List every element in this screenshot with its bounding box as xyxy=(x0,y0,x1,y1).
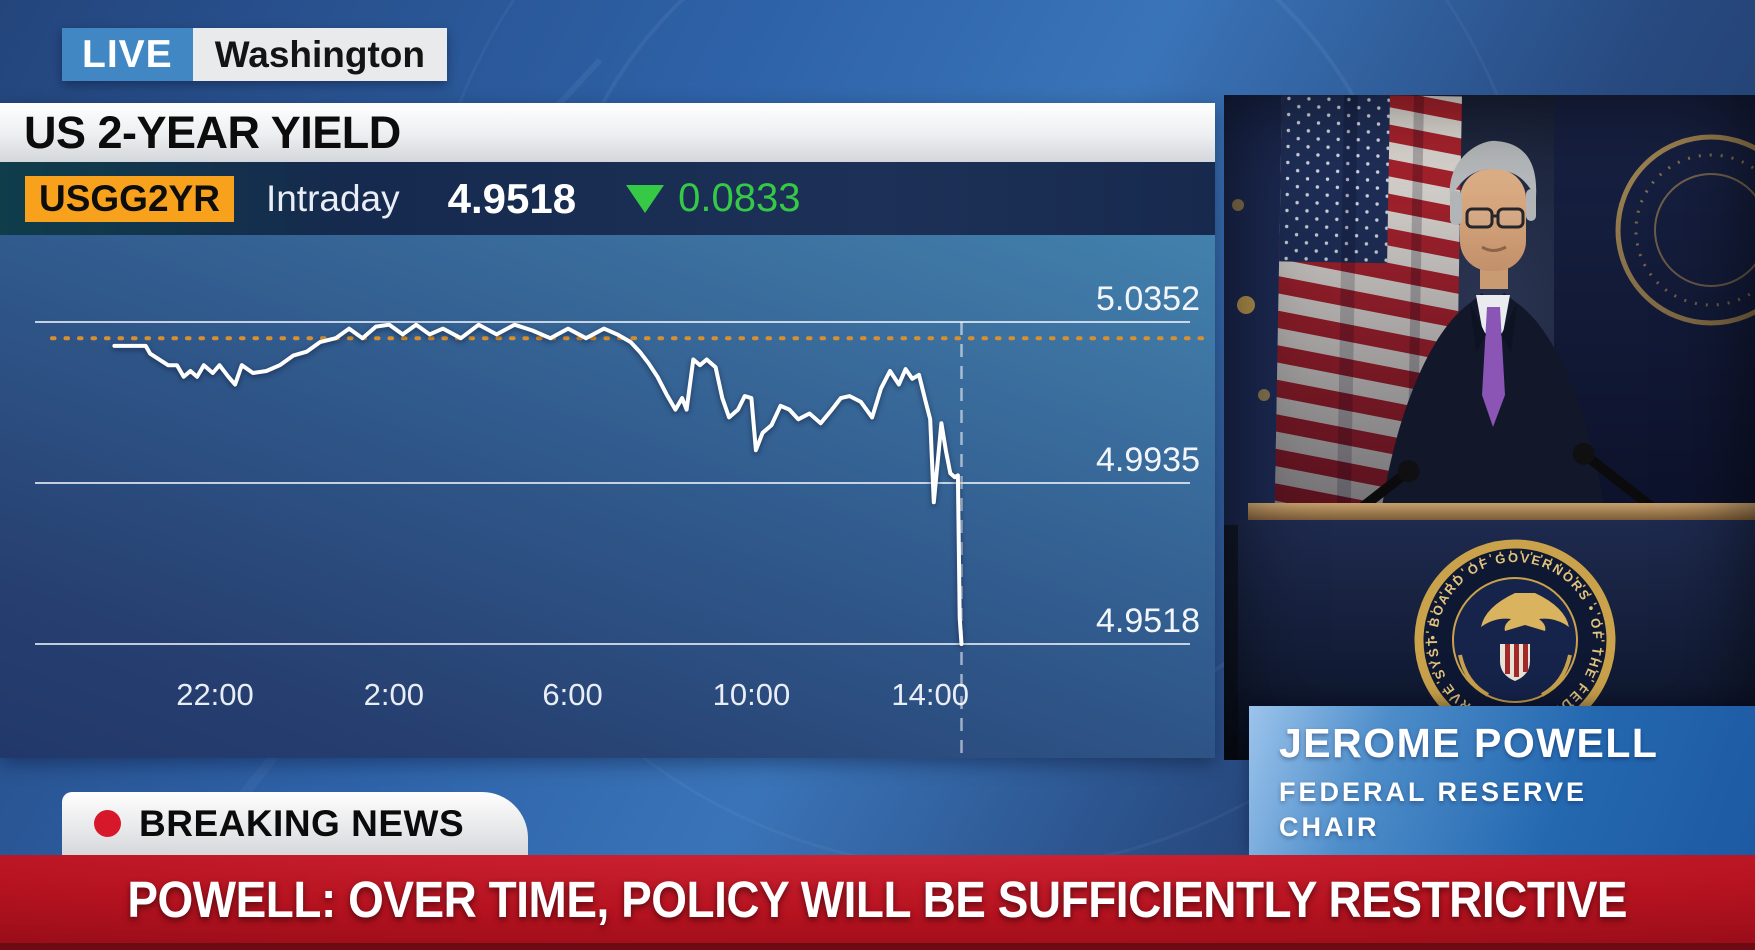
chart-plot-area: 5.0352 4.9935 4.9518 22:00 2:00 6:00 10:00 14:0… xyxy=(0,235,1215,758)
change-group: 0.0833 xyxy=(626,176,800,221)
intraday-yield-chart: 5.0352 4.9935 4.9518 22:00 2:00 6:00 10:00 14:0… xyxy=(35,280,1207,755)
chart-title: US 2-YEAR YIELD xyxy=(24,106,401,158)
seal-eagle xyxy=(1481,593,1569,631)
yield-line-series xyxy=(112,322,964,646)
glasses-right-lens xyxy=(1496,207,1525,229)
down-arrow-icon xyxy=(626,184,665,213)
mouth xyxy=(1481,245,1507,252)
powell-scene: • BOARD OF GOVERNORS • OF THE FEDERAL RE… xyxy=(1224,95,1755,760)
chart-panel: US 2-YEAR YIELD USGG2YR Intraday 4.9518 … xyxy=(0,103,1215,758)
purple-tie xyxy=(1482,307,1505,427)
breaking-dot-icon xyxy=(94,810,121,837)
x-axis-label: 6:00 xyxy=(542,677,602,712)
x-axis-label: 2:00 xyxy=(364,677,424,712)
y-axis-label: 4.9518 xyxy=(1096,602,1200,640)
powell-figure xyxy=(1382,140,1604,507)
breaking-news-badge: BREAKING NEWS xyxy=(62,792,529,855)
lower-third: JEROME POWELL FEDERAL RESERVE CHAIR xyxy=(1249,706,1755,855)
x-axis-label: 10:00 xyxy=(713,677,791,712)
seal-laurel xyxy=(1458,654,1572,697)
video-panel: • BOARD OF GOVERNORS • OF THE FEDERAL RE… xyxy=(1224,95,1755,760)
speaker-title: FEDERAL RESERVE xyxy=(1279,777,1588,807)
live-location-badge: LIVE Washington xyxy=(62,28,447,81)
fed-flag-left xyxy=(1224,95,1286,525)
breaking-label: BREAKING NEWS xyxy=(139,802,465,844)
live-label: LIVE xyxy=(62,28,193,81)
gray-hair xyxy=(1449,140,1537,199)
banner-text: POWELL: OVER TIME, POLICY WILL BE SUFFIC… xyxy=(127,870,1628,928)
glasses-left-lens xyxy=(1465,207,1494,229)
x-axis-label: 22:00 xyxy=(176,677,254,712)
change-value: 0.0833 xyxy=(678,176,801,220)
y-axis-label: 5.0352 xyxy=(1096,280,1200,318)
last-price-value: 4.9518 xyxy=(447,174,577,222)
fed-flag-right xyxy=(1554,95,1755,540)
speaker-role: CHAIR xyxy=(1279,812,1380,843)
series-mode-label: Intraday xyxy=(265,177,400,219)
x-axis-label: 14:00 xyxy=(891,677,969,712)
ticker-bar: USGG2YR Intraday 4.9518 0.0833 xyxy=(0,162,1215,235)
y-axis-label: 4.9935 xyxy=(1096,441,1200,479)
chart-title-bar: US 2-YEAR YIELD xyxy=(0,103,1215,162)
ticker-symbol-badge: USGG2YR xyxy=(25,175,234,222)
headline-banner: POWELL: OVER TIME, POLICY WILL BE SUFFIC… xyxy=(0,855,1755,950)
speaker-name: JEROME POWELL xyxy=(1279,720,1659,766)
location-label: Washington xyxy=(192,28,447,81)
